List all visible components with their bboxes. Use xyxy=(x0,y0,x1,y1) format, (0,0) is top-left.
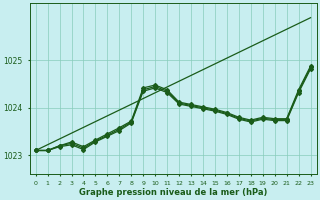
X-axis label: Graphe pression niveau de la mer (hPa): Graphe pression niveau de la mer (hPa) xyxy=(79,188,267,197)
